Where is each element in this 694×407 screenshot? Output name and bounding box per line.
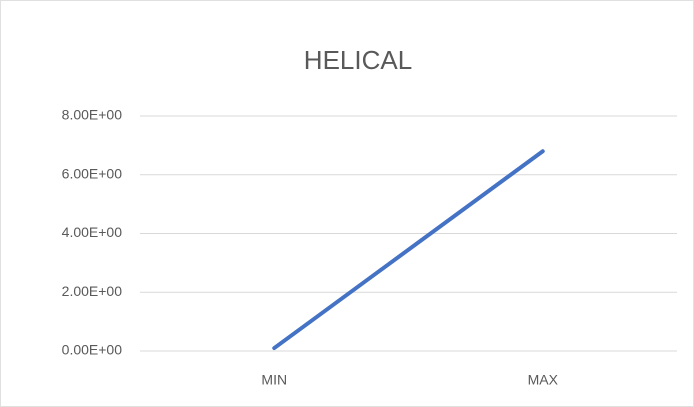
- chart-title: HELICAL: [304, 45, 412, 75]
- x-tick-label: MAX: [528, 372, 559, 388]
- data-line: [272, 149, 545, 351]
- y-tick-label: 0.00E+00: [62, 342, 123, 358]
- y-tick-label: 6.00E+00: [62, 165, 123, 181]
- y-tick-label: 2.00E+00: [62, 283, 123, 299]
- y-tick-label: 4.00E+00: [62, 224, 123, 240]
- y-tick-label: 8.00E+00: [62, 107, 123, 123]
- x-tick-label: MIN: [261, 372, 287, 388]
